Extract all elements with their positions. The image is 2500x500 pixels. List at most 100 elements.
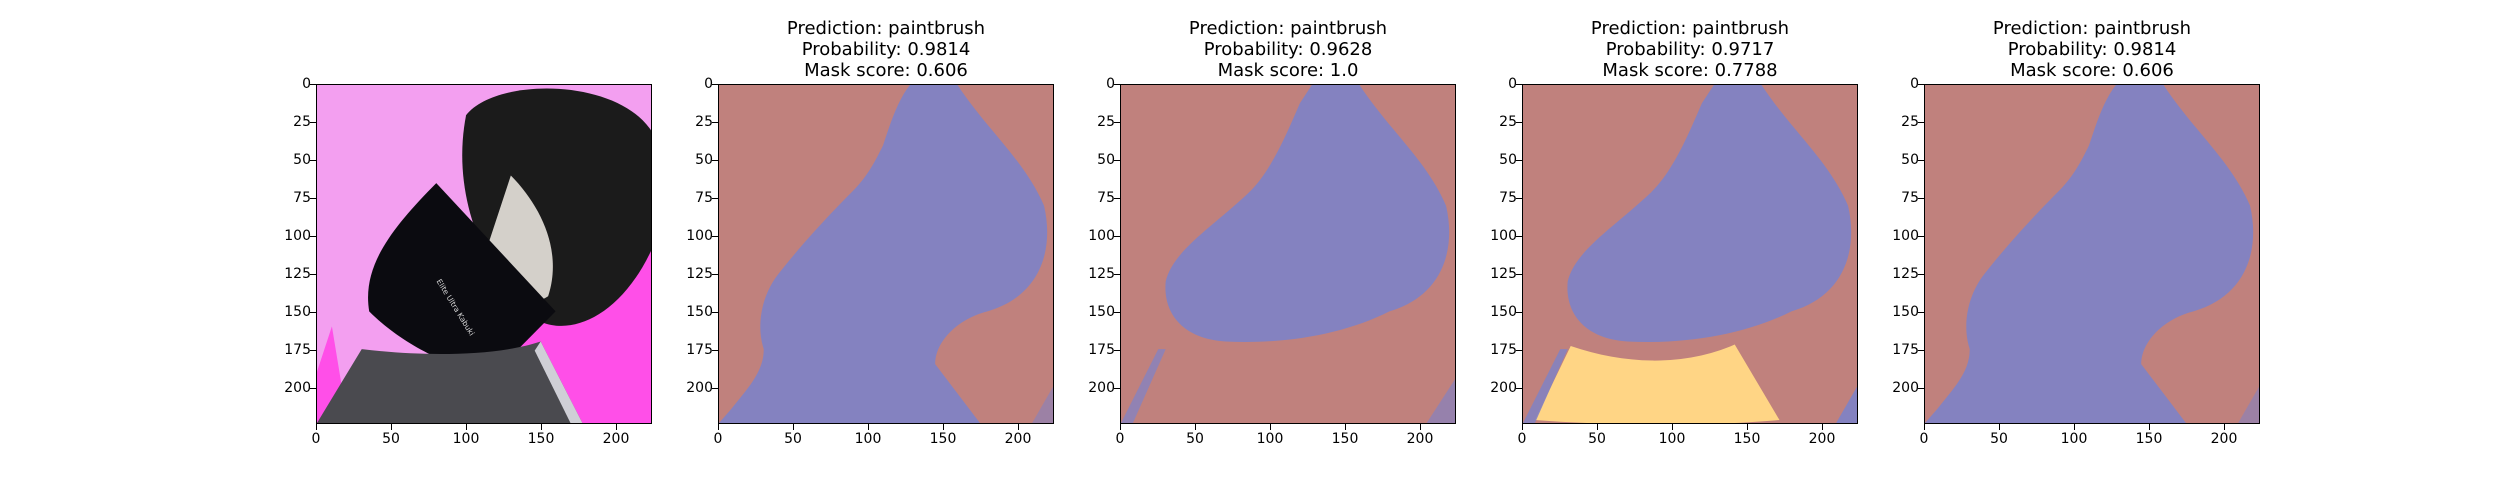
y-tick-label: 200 xyxy=(1490,379,1517,396)
x-tick-mark xyxy=(1672,424,1673,430)
y-tick-mark xyxy=(712,121,718,123)
x-tick-mark xyxy=(793,424,794,430)
y-tick-label: 100 xyxy=(284,227,311,244)
y-tick-label: 25 xyxy=(1499,113,1517,130)
x-tick-label: 100 xyxy=(854,431,882,447)
x-tick-mark xyxy=(1522,424,1523,430)
x-tick-mark xyxy=(1999,424,2000,430)
y-tick-mark xyxy=(310,311,316,313)
y-tick-label: 100 xyxy=(1490,227,1517,244)
panel-3-title-line-1: Prediction: paintbrush xyxy=(1188,18,1388,39)
y-tick-mark xyxy=(1516,349,1522,351)
panel-5-title-line-3: Mask score: 0.606 xyxy=(2010,60,2174,81)
x-tick-label: 150 xyxy=(2135,431,2163,447)
segmentation-mask xyxy=(1522,84,1858,424)
panel-2-title-line-1: Prediction: paintbrush xyxy=(786,18,986,39)
y-tick-mark xyxy=(712,159,718,161)
y-tick-label: 25 xyxy=(1097,113,1115,130)
panel-4-title-line-1: Prediction: paintbrush xyxy=(1590,18,1790,39)
panel-2-title-line-3: Mask score: 0.606 xyxy=(804,60,968,81)
y-tick-mark xyxy=(1516,235,1522,237)
y-tick-mark xyxy=(712,235,718,237)
mask-graphic xyxy=(1523,85,1857,423)
y-tick-label: 150 xyxy=(284,303,311,320)
panel-4: Prediction: paintbrush Probability: 0.971… xyxy=(1478,0,1878,500)
y-tick-label: 50 xyxy=(293,151,311,168)
y-tick-mark xyxy=(1114,349,1120,351)
mask-graphic xyxy=(1925,85,2259,423)
y-tick-label: 75 xyxy=(1097,189,1115,206)
mask-graphic xyxy=(1121,85,1455,423)
x-tick-label: 50 xyxy=(1186,431,1204,447)
panel-5: Prediction: paintbrush Probability: 0.981… xyxy=(1880,0,2280,500)
x-tick-mark xyxy=(2074,424,2075,430)
x-tick-mark xyxy=(1120,424,1121,430)
y-tick-mark xyxy=(1918,84,1924,85)
y-tick-label: 50 xyxy=(1499,151,1517,168)
y-tick-mark xyxy=(310,273,316,275)
x-tick-label: 200 xyxy=(1004,431,1032,447)
y-tick-label: 0 xyxy=(1106,76,1115,92)
y-tick-label: 75 xyxy=(695,189,713,206)
panel-4-title-line-2: Probability: 0.9717 xyxy=(1605,39,1775,60)
y-tick-mark xyxy=(712,349,718,351)
x-tick-mark xyxy=(868,424,869,430)
panel-1: Elite Ultra Kabuki 0 25 50 75 100 125 150 175 200… xyxy=(272,0,672,500)
y-tick-mark xyxy=(310,159,316,161)
y-tick-label: 25 xyxy=(695,113,713,130)
x-tick-label: 0 xyxy=(713,431,723,447)
y-tick-label: 100 xyxy=(686,227,713,244)
y-tick-label: 50 xyxy=(695,151,713,168)
y-tick-mark xyxy=(1114,121,1120,123)
y-tick-label: 25 xyxy=(1901,113,1919,130)
mask-graphic xyxy=(719,85,1053,423)
x-tick-mark xyxy=(943,424,944,430)
y-tick-mark xyxy=(1516,387,1522,389)
y-tick-label: 125 xyxy=(1892,265,1919,282)
y-tick-mark xyxy=(1918,273,1924,275)
y-tick-label: 200 xyxy=(686,379,713,396)
x-tick-mark xyxy=(1195,424,1196,430)
y-tick-mark xyxy=(310,197,316,199)
y-tick-mark xyxy=(712,387,718,389)
y-tick-mark xyxy=(712,197,718,199)
panel-3-title-line-3: Mask score: 1.0 xyxy=(1217,60,1359,81)
panel-3-title-line-2: Probability: 0.9628 xyxy=(1203,39,1373,60)
x-tick-label: 0 xyxy=(1115,431,1125,447)
panel-2: Prediction: paintbrush Probability: 0.981… xyxy=(674,0,1074,500)
y-tick-mark xyxy=(712,84,718,85)
x-tick-label: 0 xyxy=(1517,431,1527,447)
x-tick-label: 150 xyxy=(527,431,555,447)
x-tick-mark xyxy=(391,424,392,430)
y-tick-label: 125 xyxy=(686,265,713,282)
y-tick-mark xyxy=(1918,235,1924,237)
y-tick-mark xyxy=(1516,159,1522,161)
y-tick-label: 0 xyxy=(1508,76,1517,92)
y-tick-mark xyxy=(1918,349,1924,351)
x-tick-label: 100 xyxy=(2060,431,2088,447)
panel-3: Prediction: paintbrush Probability: 0.962… xyxy=(1076,0,1476,500)
y-tick-mark xyxy=(1114,159,1120,161)
x-tick-label: 150 xyxy=(1733,431,1761,447)
x-tick-mark xyxy=(1270,424,1271,430)
x-tick-mark xyxy=(616,424,617,430)
x-tick-mark xyxy=(541,424,542,430)
y-tick-mark xyxy=(1114,273,1120,275)
segmentation-mask xyxy=(718,84,1054,424)
y-tick-mark xyxy=(310,387,316,389)
x-tick-label: 200 xyxy=(602,431,630,447)
x-tick-label: 50 xyxy=(382,431,400,447)
panel-5-title-line-1: Prediction: paintbrush xyxy=(1992,18,2192,39)
x-tick-label: 100 xyxy=(452,431,480,447)
y-tick-label: 125 xyxy=(1490,265,1517,282)
x-tick-label: 100 xyxy=(1256,431,1284,447)
y-tick-mark xyxy=(712,273,718,275)
y-tick-label: 175 xyxy=(1490,341,1517,358)
y-tick-mark xyxy=(1516,273,1522,275)
y-tick-mark xyxy=(1516,84,1522,85)
y-tick-label: 200 xyxy=(284,379,311,396)
y-tick-label: 50 xyxy=(1097,151,1115,168)
panel-4-title-line-3: Mask score: 0.7788 xyxy=(1602,60,1778,81)
x-tick-mark xyxy=(316,424,317,430)
y-tick-label: 125 xyxy=(1088,265,1115,282)
